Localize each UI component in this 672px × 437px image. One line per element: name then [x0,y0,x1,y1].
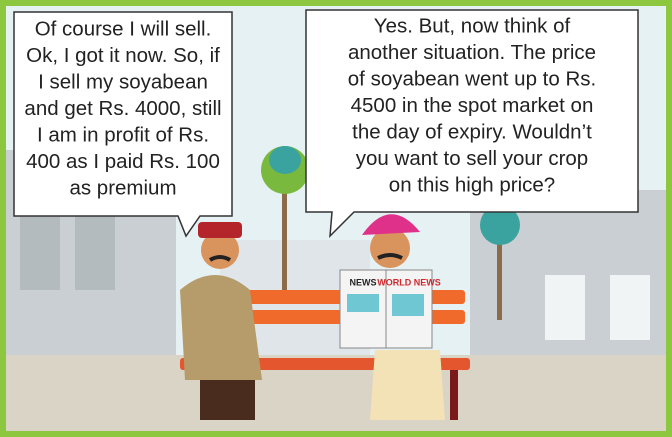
bubble-line: Of course I will sell. [35,17,212,40]
bubble-line: and get Rs. 4000, still [24,97,221,120]
tree-trunk [497,230,502,320]
cap [198,222,242,238]
bubble-line: you want to sell your crop [356,147,588,170]
window [610,275,650,340]
bubble-line: Yes. But, now think of [374,14,571,37]
bubble-line: on this high price? [389,173,555,196]
turban [362,214,420,235]
bubble-line: I sell my soyabean [38,70,208,93]
bubble-line: 400 as I paid Rs. 100 [26,150,220,173]
trousers [200,380,255,420]
bubble-line: I am in profit of Rs. [37,123,209,146]
bubble-line: as premium [69,176,176,199]
dhoti [370,350,445,420]
bubble-text: Of course I will sell. Ok, I got it now. … [24,17,221,199]
newspaper-title: NEWS [350,277,377,287]
moustache [208,255,232,262]
newspaper-photo [347,294,379,312]
bubble-line: another situation. The price [348,41,596,64]
bubble-line: of soyabean went up to Rs. [348,67,596,90]
speech-bubble [13,11,233,238]
bubble-line: 4500 in the spot market on [351,94,594,117]
bubble-text: Yes. But, now think of another situation.… [348,14,596,196]
kurta [180,275,262,380]
tree [480,205,520,245]
newspaper-photo [392,294,424,316]
window [545,275,585,340]
bench-leg [450,370,458,420]
tree-trunk [282,190,287,300]
bubble-line: Ok, I got it now. So, if [26,44,220,67]
newspaper-title: WORLD NEWS [377,277,441,287]
speech-bubble [305,9,639,238]
tree [269,146,301,174]
moustache [377,253,403,260]
bubble-line: the day of expiry. Wouldn’t [352,120,592,143]
